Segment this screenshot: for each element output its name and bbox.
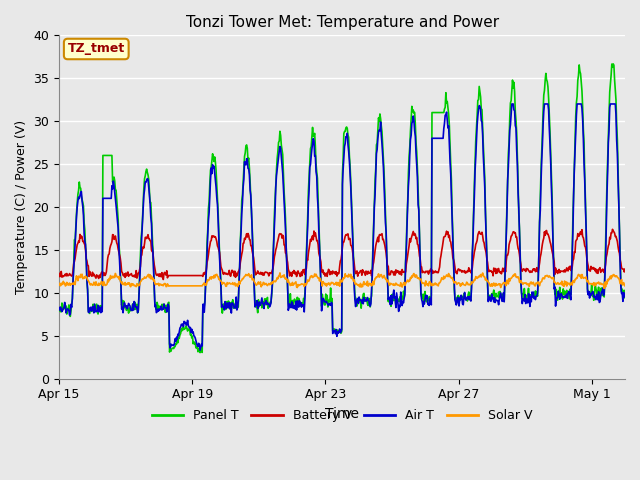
Panel T [120, 298, 127, 304]
Air T [120, 304, 127, 310]
Panel T [55, 308, 63, 313]
Air T [488, 296, 496, 301]
Panel T [397, 299, 404, 304]
X-axis label: Time: Time [325, 407, 359, 421]
Solar V [132, 283, 140, 289]
Air T [397, 289, 404, 295]
Battery V [55, 271, 63, 276]
Air T [132, 304, 140, 310]
Panel T [621, 289, 629, 295]
Panel T [196, 350, 204, 356]
Air T [196, 348, 204, 353]
Battery V [349, 251, 356, 256]
Legend: Panel T, Battery V, Air T, Solar V: Panel T, Battery V, Air T, Solar V [147, 404, 537, 427]
Text: TZ_tmet: TZ_tmet [68, 43, 125, 56]
Line: Air T: Air T [59, 104, 625, 350]
Panel T [488, 294, 496, 300]
Air T [170, 343, 177, 348]
Line: Panel T: Panel T [59, 64, 625, 353]
Title: Tonzi Tower Met: Temperature and Power: Tonzi Tower Met: Temperature and Power [186, 15, 499, 30]
Air T [508, 101, 516, 107]
Air T [55, 305, 63, 311]
Solar V [276, 270, 284, 276]
Y-axis label: Temperature (C) / Power (V): Temperature (C) / Power (V) [15, 120, 28, 294]
Line: Battery V: Battery V [59, 229, 625, 279]
Battery V [171, 273, 179, 278]
Solar V [621, 283, 629, 289]
Solar V [397, 280, 404, 286]
Battery V [488, 269, 496, 275]
Solar V [488, 283, 496, 289]
Solar V [600, 286, 608, 291]
Line: Solar V: Solar V [59, 273, 625, 288]
Solar V [120, 281, 127, 287]
Battery V [609, 227, 616, 232]
Panel T [132, 306, 140, 312]
Battery V [397, 269, 404, 275]
Air T [349, 240, 356, 245]
Battery V [159, 276, 167, 282]
Solar V [55, 282, 63, 288]
Panel T [170, 346, 177, 351]
Solar V [170, 283, 177, 289]
Solar V [349, 276, 356, 281]
Battery V [132, 274, 140, 280]
Panel T [349, 235, 356, 240]
Battery V [120, 273, 127, 279]
Air T [621, 293, 629, 299]
Battery V [621, 266, 629, 272]
Panel T [609, 61, 617, 67]
